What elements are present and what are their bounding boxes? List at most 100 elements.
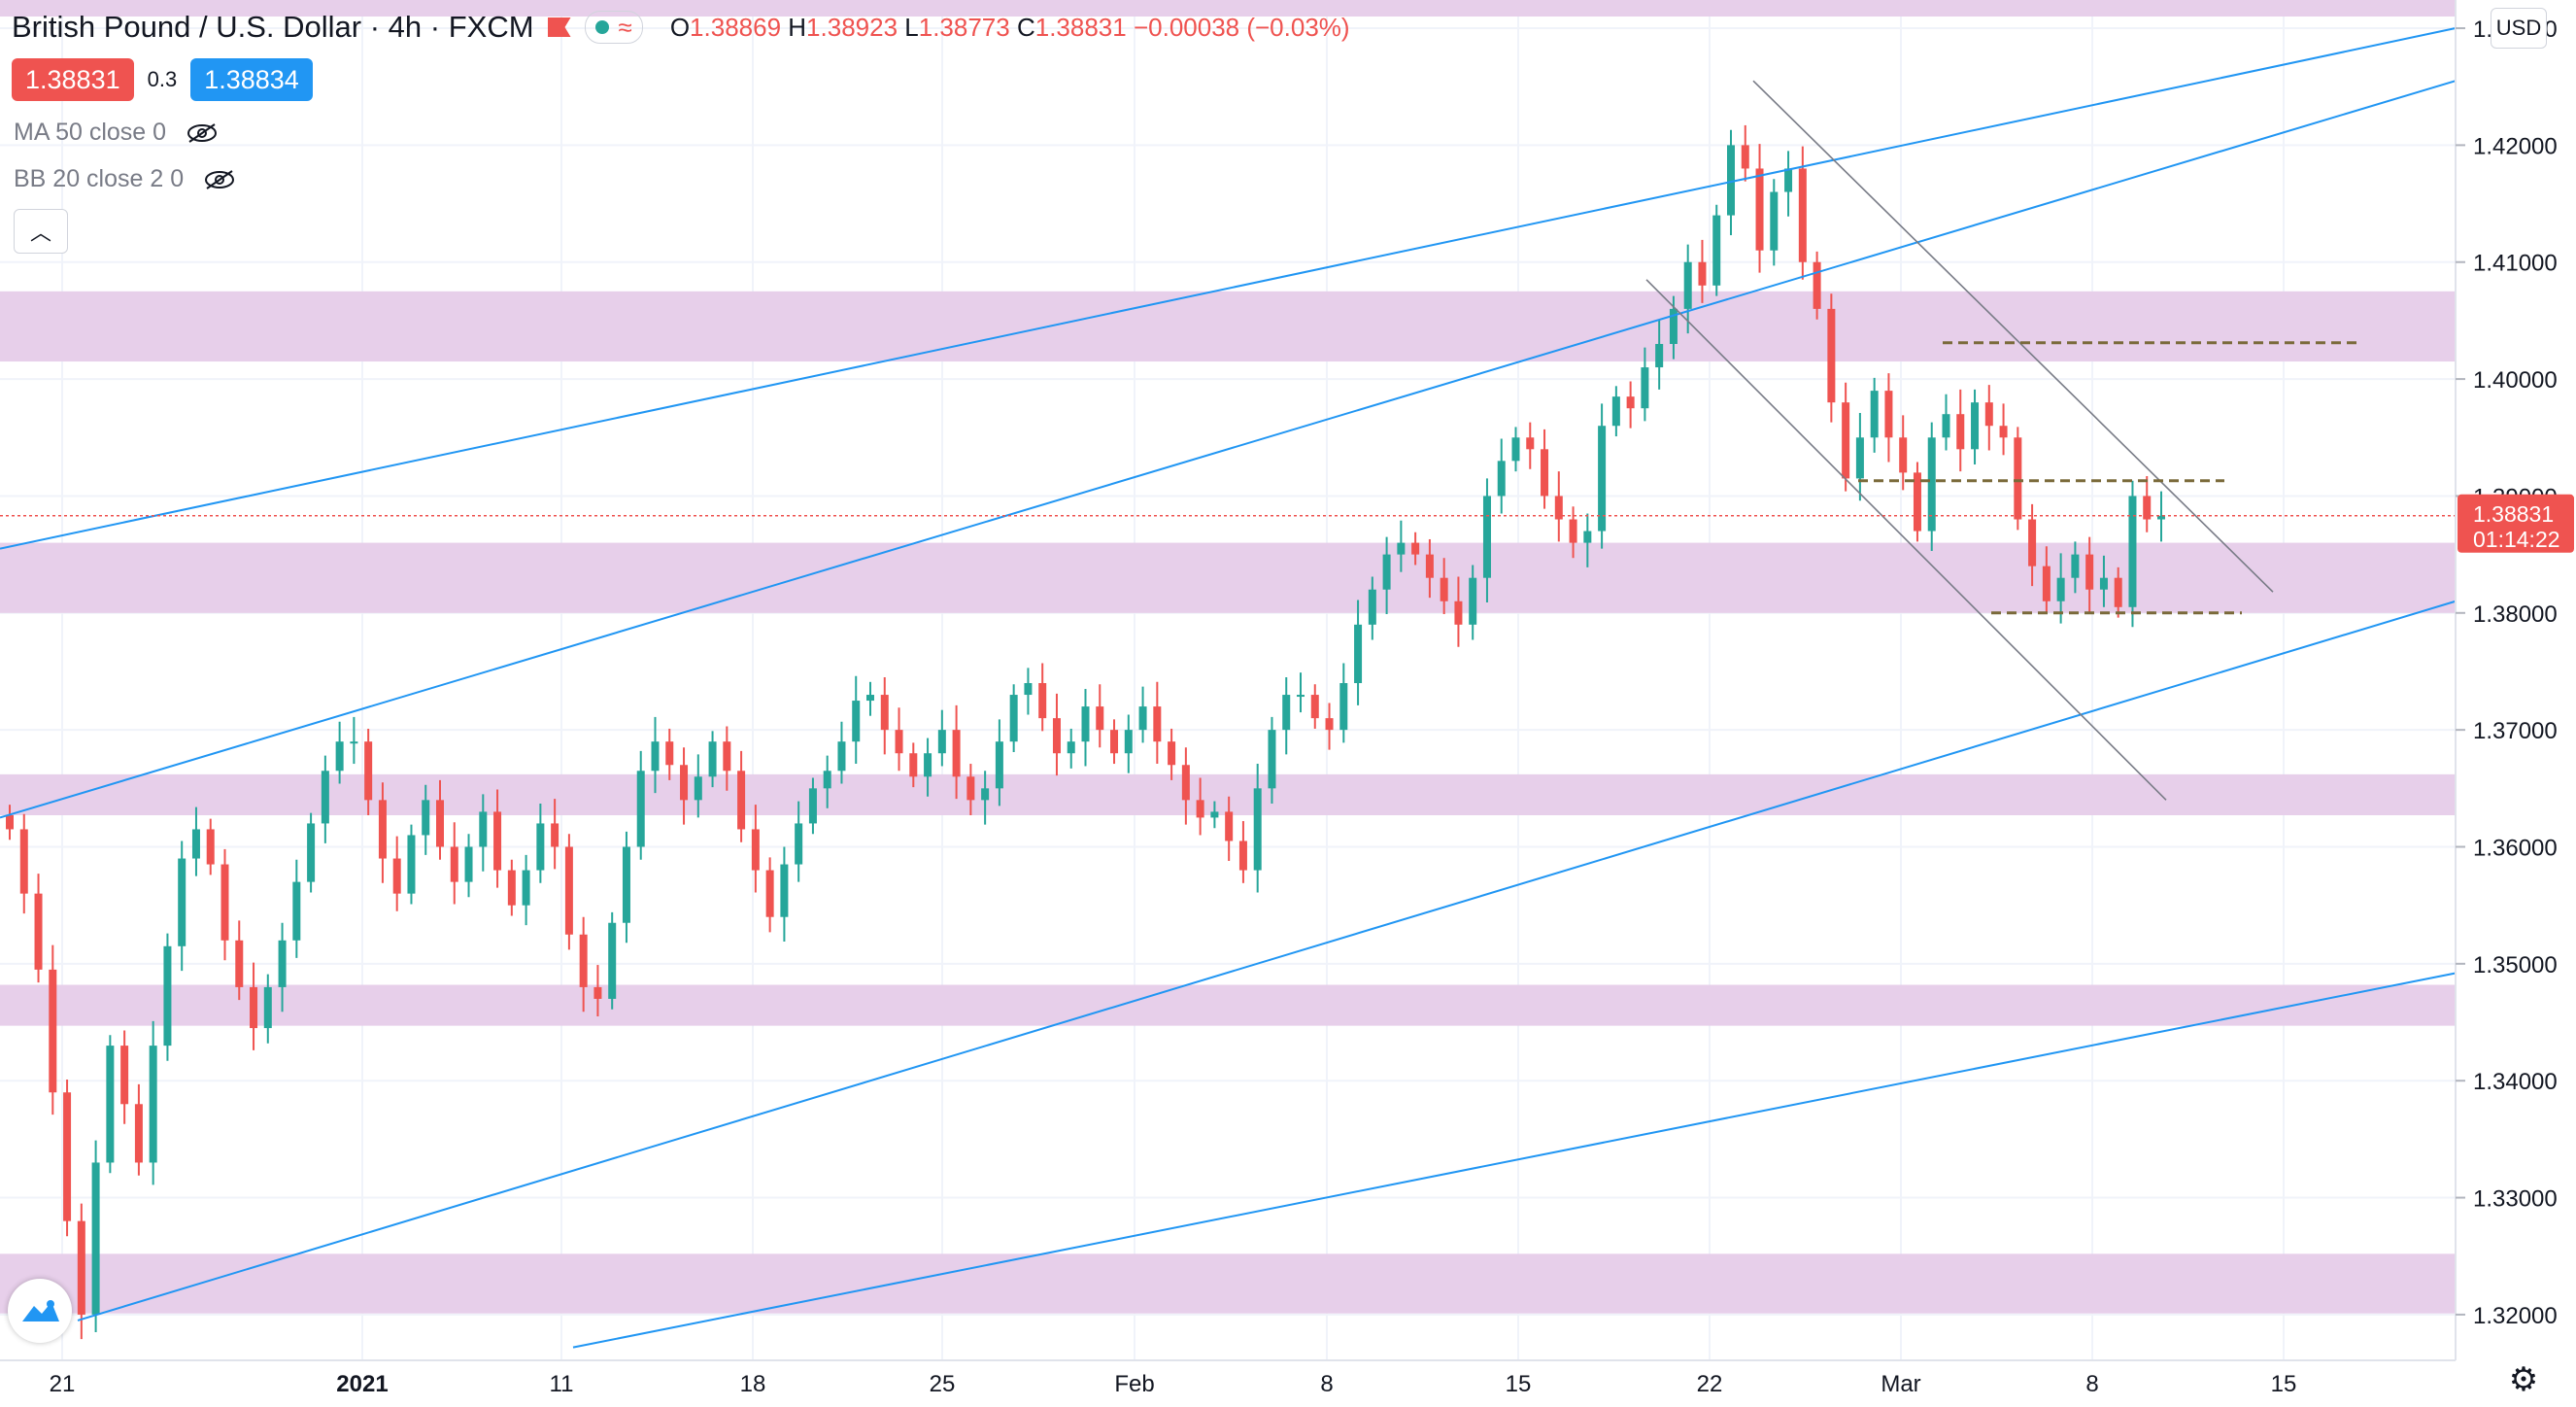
candle [378, 782, 387, 883]
candle [1310, 684, 1319, 729]
candle-body [1454, 601, 1463, 625]
hidden-eye-icon[interactable] [186, 122, 219, 144]
candle-body [1096, 706, 1104, 731]
price-axis[interactable]: 1.430001.420001.410001.400001.390001.380… [2455, 0, 2576, 1407]
candle-body [307, 823, 316, 882]
price-zone [0, 773, 2456, 816]
candle [522, 854, 530, 926]
candle [1368, 576, 1376, 640]
indicator-bb[interactable]: BB 20 close 2 0 [14, 165, 236, 193]
candle-body [636, 771, 645, 847]
candle [1482, 478, 1491, 602]
candle-body [694, 776, 702, 801]
candle-body [924, 753, 932, 777]
candle [1325, 703, 1334, 750]
candle-body [49, 969, 57, 1093]
candle [1770, 179, 1779, 266]
candle-body [1727, 145, 1735, 216]
candle-body [1899, 437, 1908, 473]
candle-body [795, 823, 803, 865]
candle-body [350, 741, 358, 744]
candle-body [2143, 496, 2152, 520]
channel-line-upper[interactable] [1752, 80, 2274, 593]
candle [149, 1020, 157, 1185]
candle [1009, 684, 1018, 753]
market-status-toggle[interactable]: ≈ [584, 11, 643, 44]
candle-body [522, 870, 530, 906]
candle [1884, 373, 1893, 463]
candle-body [981, 788, 990, 801]
time-tick-label: 11 [550, 1371, 574, 1397]
gear-icon[interactable]: ⚙ [2508, 1361, 2539, 1398]
sell-button[interactable]: 1.38831 [12, 58, 134, 101]
candle-body [364, 741, 373, 801]
candle-body [1655, 343, 1664, 368]
candle-body [220, 864, 229, 941]
candle [622, 831, 630, 944]
candle [1168, 728, 1176, 780]
candle [1454, 576, 1463, 647]
price-tick-label: 1.32000 [2473, 1303, 2558, 1329]
candle [1138, 686, 1147, 743]
currency-button[interactable]: USD [2491, 8, 2547, 49]
candle-body [106, 1046, 115, 1163]
candle-body [120, 1046, 129, 1105]
flag-icon[interactable] [547, 17, 571, 37]
candle [1067, 728, 1075, 769]
key-levels[interactable] [0, 341, 2456, 615]
trendline-middle[interactable] [0, 80, 2457, 819]
trendlines[interactable] [0, 27, 2457, 1349]
quote-panel: 1.38831 0.3 1.38834 [12, 58, 313, 101]
indicator-ma[interactable]: MA 50 close 0 [14, 119, 219, 147]
candle [1712, 204, 1721, 296]
hidden-eye-icon[interactable] [203, 169, 236, 190]
tradingview-logo[interactable] [8, 1279, 72, 1343]
candle [1526, 422, 1535, 469]
candle-body [564, 846, 573, 935]
candle-body [1626, 396, 1635, 409]
candle-body [1698, 261, 1707, 286]
collapse-legend-button[interactable]: ︿ [14, 209, 68, 254]
time-tick-label: 15 [2271, 1371, 2297, 1397]
candle-body [235, 940, 244, 987]
candle [536, 803, 545, 883]
candle-body [1855, 437, 1864, 479]
trendline-upper[interactable] [0, 27, 2457, 550]
candle [422, 784, 430, 855]
symbol-title[interactable]: British Pound / U.S. Dollar · 4h · FXCM [12, 10, 534, 44]
candle-body [952, 730, 961, 777]
candle [995, 719, 1003, 806]
candle-body [1526, 437, 1535, 450]
candle-body [2056, 577, 2065, 601]
candle-body [149, 1046, 157, 1163]
candle-body [1368, 589, 1376, 625]
trendline-base[interactable] [572, 972, 2457, 1349]
channel-line-lower[interactable] [1645, 279, 2167, 801]
candle-body [1268, 730, 1276, 789]
candle [1741, 124, 1749, 182]
candle-body [1741, 145, 1749, 169]
time-tick-label: Mar [1881, 1371, 1920, 1397]
ohlc-values: O1.38869 H1.38923 L1.38773 C1.38831 −0.0… [669, 12, 1350, 42]
buy-button[interactable]: 1.38834 [190, 58, 313, 101]
candle [1984, 385, 1993, 451]
candle-body [91, 1162, 100, 1315]
candle-body [1297, 695, 1305, 698]
candle [163, 933, 172, 1061]
trendline-lower[interactable] [77, 600, 2457, 1321]
candle-body [1984, 402, 1993, 427]
candle [1038, 663, 1047, 732]
time-axis[interactable]: 21 2021 11 18 25 Feb 8 15 22 Mar 8 15 [0, 1359, 2456, 1407]
candle-body [178, 858, 186, 946]
candle [1870, 377, 1879, 453]
indicator-bb-label: BB 20 close 2 0 [14, 165, 185, 192]
price-tick-label: 1.38000 [2473, 601, 2558, 628]
candle-body [1081, 706, 1090, 742]
candle [737, 750, 746, 842]
candle [91, 1140, 100, 1332]
candle-body [579, 934, 588, 987]
candle-body [1425, 554, 1434, 578]
candle [1784, 151, 1793, 217]
price-tick-label: 1.34000 [2473, 1069, 2558, 1095]
